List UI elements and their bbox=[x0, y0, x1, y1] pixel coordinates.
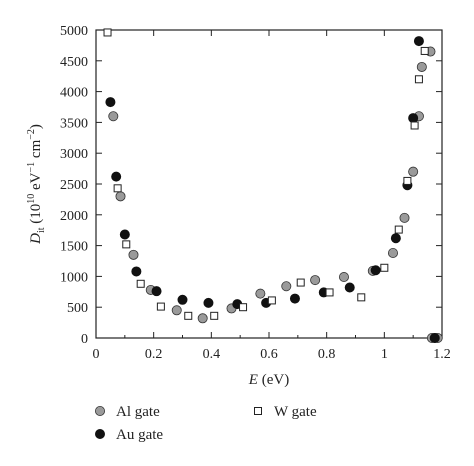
data-point bbox=[239, 303, 248, 312]
data-point bbox=[136, 279, 145, 288]
data-points bbox=[103, 28, 443, 343]
data-point bbox=[380, 263, 389, 272]
data-point bbox=[197, 313, 208, 324]
x-tick-label: 0.2 bbox=[145, 347, 163, 362]
legend-item: Au gate bbox=[95, 427, 163, 443]
legend-item: Al gate bbox=[95, 404, 160, 420]
y-tick-label: 2500 bbox=[60, 178, 88, 193]
data-point bbox=[267, 296, 276, 305]
y-axis-title-unit-exp2: −1 bbox=[26, 162, 37, 173]
data-point bbox=[289, 293, 300, 304]
series-w-gate bbox=[103, 28, 429, 320]
data-point bbox=[310, 275, 321, 286]
data-point bbox=[387, 247, 398, 258]
x-tick-label: 1 bbox=[381, 347, 388, 362]
y-axis-title-unit-mid2: cm bbox=[28, 139, 44, 161]
y-tick-label: 500 bbox=[67, 301, 88, 316]
data-point bbox=[171, 305, 182, 316]
y-tick-label: 5000 bbox=[60, 24, 88, 39]
x-axis-title: E (eV) bbox=[248, 372, 289, 388]
data-point bbox=[281, 281, 292, 292]
y-tick-label: 2000 bbox=[60, 209, 88, 224]
data-point bbox=[403, 176, 412, 185]
data-point bbox=[296, 278, 305, 287]
x-tick-label: 0.4 bbox=[203, 347, 221, 362]
y-axis-title-unit-close: ) bbox=[28, 124, 44, 129]
y-tick-label: 1500 bbox=[60, 240, 88, 255]
y-tick-label: 1000 bbox=[60, 270, 88, 285]
data-point bbox=[338, 272, 349, 283]
data-point bbox=[344, 282, 355, 293]
legend-item: W gate bbox=[254, 404, 317, 420]
y-axis-title-unit-exp: 10 bbox=[26, 194, 37, 204]
legend-marker bbox=[95, 428, 106, 439]
data-point bbox=[177, 294, 188, 305]
legend-label: Au gate bbox=[116, 427, 163, 443]
data-point bbox=[131, 266, 142, 277]
legend-marker bbox=[95, 405, 106, 416]
y-tick-label: 3000 bbox=[60, 147, 88, 162]
data-point bbox=[108, 111, 119, 122]
data-point bbox=[156, 302, 165, 311]
data-point bbox=[105, 97, 116, 108]
x-axis-title-var: E bbox=[248, 372, 258, 388]
y-axis-title-sub: it bbox=[36, 227, 47, 233]
data-point bbox=[399, 212, 410, 223]
legend: Al gate W gate Au gate bbox=[95, 404, 317, 443]
data-point bbox=[408, 166, 419, 177]
y-axis-title-var: D bbox=[28, 233, 44, 245]
data-point bbox=[429, 332, 440, 343]
data-point bbox=[420, 46, 429, 55]
y-tick-label: 0 bbox=[81, 332, 88, 347]
y-tick-label: 4500 bbox=[60, 55, 88, 70]
y-axis-title-unit-open: (10 bbox=[28, 204, 44, 228]
data-point bbox=[408, 113, 419, 124]
data-point bbox=[414, 75, 423, 84]
data-point bbox=[115, 191, 126, 202]
data-point bbox=[325, 288, 334, 297]
data-point bbox=[370, 265, 381, 276]
y-axis-title-unit-exp3: −2 bbox=[26, 129, 37, 140]
data-point bbox=[255, 288, 266, 299]
data-point bbox=[390, 233, 401, 244]
x-tick-label: 1.2 bbox=[433, 347, 451, 362]
data-point bbox=[103, 28, 112, 37]
legend-marker bbox=[254, 407, 262, 415]
legend-label: W gate bbox=[274, 404, 317, 420]
x-tick-label: 0.8 bbox=[318, 347, 336, 362]
data-point bbox=[416, 61, 427, 72]
y-axis-title-unit-mid: eV bbox=[28, 172, 44, 193]
legend-label: Al gate bbox=[116, 404, 160, 420]
data-point bbox=[413, 36, 424, 47]
data-point bbox=[122, 240, 131, 249]
data-point bbox=[410, 121, 419, 130]
data-point bbox=[184, 311, 193, 320]
data-point bbox=[119, 229, 130, 240]
data-point bbox=[151, 286, 162, 297]
y-tick-label: 3500 bbox=[60, 116, 88, 131]
data-point bbox=[111, 171, 122, 182]
data-point bbox=[394, 225, 403, 234]
y-axis-title: Dit (1010 eV−1 cm−2) bbox=[26, 124, 47, 245]
x-tick-label: 0.6 bbox=[260, 347, 278, 362]
data-point bbox=[210, 311, 219, 320]
x-tick-labels: 0 0.2 0.4 0.6 0.8 1 1.2 bbox=[93, 347, 451, 362]
y-tick-label: 4000 bbox=[60, 86, 88, 101]
x-axis-title-unit: (eV) bbox=[258, 372, 289, 388]
data-point bbox=[113, 184, 122, 193]
data-point bbox=[203, 297, 214, 308]
data-point bbox=[128, 249, 139, 260]
data-point bbox=[357, 293, 366, 302]
y-tick-labels: 0 500 1000 1500 2000 2500 3000 3500 4000 4500 5000 bbox=[60, 24, 88, 347]
x-tick-label: 0 bbox=[93, 347, 100, 362]
